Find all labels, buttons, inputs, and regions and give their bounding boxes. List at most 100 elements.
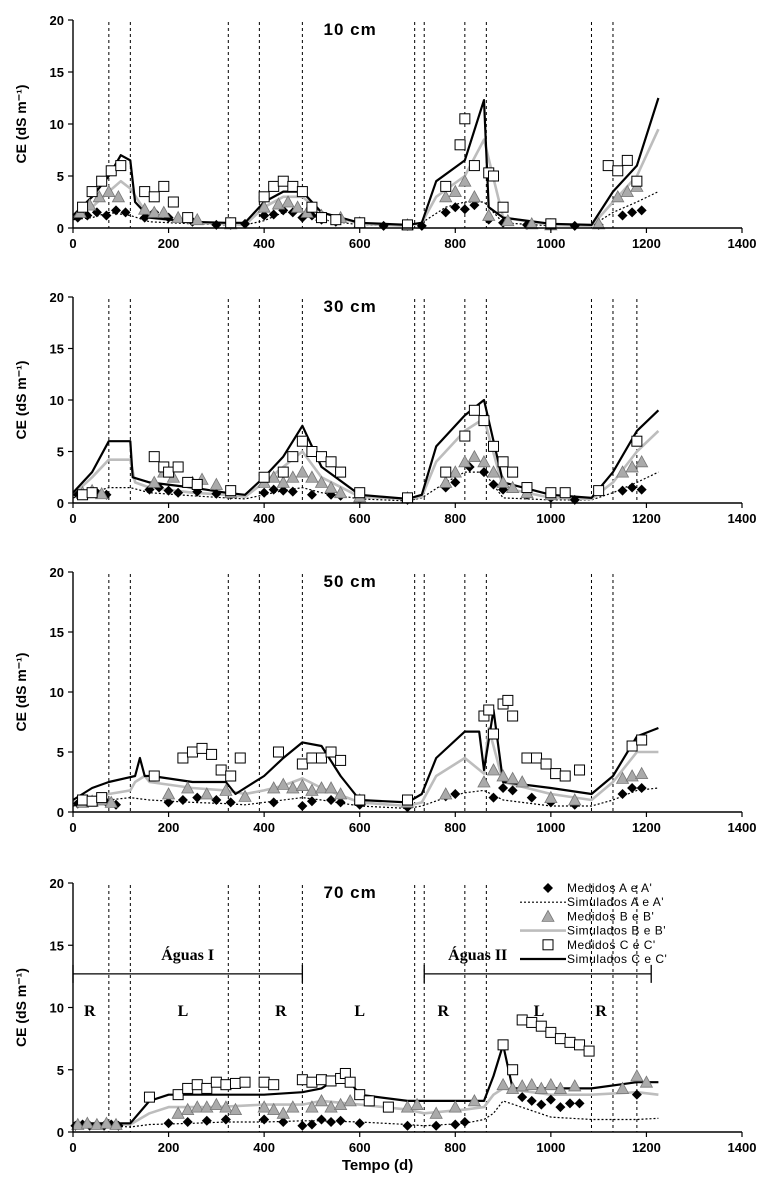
point-square [526, 1016, 538, 1028]
point-triangle [219, 783, 233, 796]
point-square [521, 752, 533, 764]
point-diamond [259, 487, 270, 498]
series-line-dotted [72, 191, 659, 227]
legend: Medidos A e A'Simulados A e A'Medidos B … [520, 881, 667, 966]
point-triangle [639, 1075, 654, 1088]
point-square [172, 1089, 184, 1101]
point-square [497, 201, 509, 213]
point-diamond [526, 1095, 537, 1106]
y-tick-label: 5 [57, 1063, 64, 1078]
point-triangle [615, 771, 630, 784]
y-tick-label: 5 [57, 169, 64, 184]
point-square [186, 746, 198, 758]
point-square [268, 1079, 280, 1091]
point-triangle [190, 212, 204, 226]
panel-title: 70 cm [324, 883, 377, 902]
point-triangle [410, 1097, 424, 1111]
point-triangle [305, 783, 319, 796]
point-square [148, 451, 160, 463]
point-square [354, 217, 366, 229]
point-triangle [190, 1100, 204, 1113]
point-triangle [286, 470, 300, 483]
point-triangle [324, 480, 338, 493]
point-triangle [534, 1081, 548, 1094]
panel-title: 50 cm [324, 572, 377, 591]
point-triangle [257, 1100, 271, 1113]
point-square [574, 1039, 586, 1051]
point-triangle [429, 1106, 443, 1119]
point-triangle [290, 200, 305, 213]
point-triangle [611, 189, 625, 203]
x-tick-label: 0 [69, 236, 76, 251]
point-diamond [536, 1099, 547, 1110]
x-tick-label: 200 [158, 820, 180, 835]
point-square [296, 758, 308, 770]
y-tick-label: 10 [50, 685, 64, 700]
point-diamond [192, 792, 203, 803]
point-square [483, 704, 495, 716]
point-triangle [615, 465, 630, 478]
y-tick-label: 15 [50, 625, 64, 640]
point-square [210, 1076, 222, 1088]
point-diamond [402, 1120, 413, 1131]
point-square [225, 217, 237, 229]
point-triangle [477, 454, 491, 468]
point-square [277, 466, 289, 478]
point-triangle [181, 781, 195, 794]
point-diamond [326, 1117, 337, 1128]
point-diamond [163, 485, 174, 496]
point-triangle [333, 1097, 348, 1111]
point-diamond [173, 487, 184, 498]
point-square [516, 1014, 528, 1026]
point-diamond [450, 202, 461, 213]
x-tick-label: 1200 [632, 236, 661, 251]
y-tick-label: 0 [57, 805, 64, 820]
point-square [344, 1076, 356, 1088]
point-square [306, 1076, 318, 1088]
panel-title: 30 cm [324, 297, 377, 316]
point-diamond [287, 486, 298, 497]
y-tick-label: 15 [50, 938, 64, 953]
point-triangle [104, 795, 118, 808]
point-square [593, 485, 605, 497]
point-triangle [276, 777, 290, 790]
legend-label: Simulados C e C' [567, 952, 667, 966]
point-triangle [157, 205, 171, 218]
point-triangle [496, 1077, 510, 1091]
point-triangle [544, 790, 558, 803]
point-triangle [147, 475, 161, 488]
x-tick-label: 200 [158, 236, 180, 251]
point-square [225, 485, 237, 497]
point-square [86, 795, 98, 807]
point-square [459, 430, 471, 442]
point-triangle [109, 1117, 123, 1130]
point-diamond [459, 204, 470, 215]
legend-label: Medidos A e A' [567, 881, 652, 895]
point-square [229, 1077, 241, 1089]
point-square [220, 1079, 232, 1091]
point-square [402, 492, 413, 504]
point-square [440, 466, 452, 478]
point-square [574, 764, 586, 776]
y-tick-label: 5 [57, 445, 64, 460]
point-diamond [278, 1117, 289, 1128]
point-diamond [211, 488, 222, 499]
point-diamond [259, 1114, 270, 1125]
period-label: L [354, 1003, 365, 1020]
point-diamond [517, 1092, 528, 1103]
point-triangle [200, 787, 214, 800]
point-triangle [625, 460, 639, 473]
point-triangle [267, 781, 281, 794]
point-square [497, 456, 509, 468]
point-triangle [267, 1102, 281, 1115]
x-tick-label: 800 [444, 236, 466, 251]
point-square [382, 1101, 394, 1113]
point-diamond [211, 795, 222, 805]
point-triangle [591, 217, 606, 230]
point-diamond [488, 479, 499, 490]
period-label: R [84, 1003, 96, 1020]
point-diamond [182, 1117, 193, 1128]
point-square [201, 1082, 213, 1094]
point-triangle [171, 210, 185, 223]
